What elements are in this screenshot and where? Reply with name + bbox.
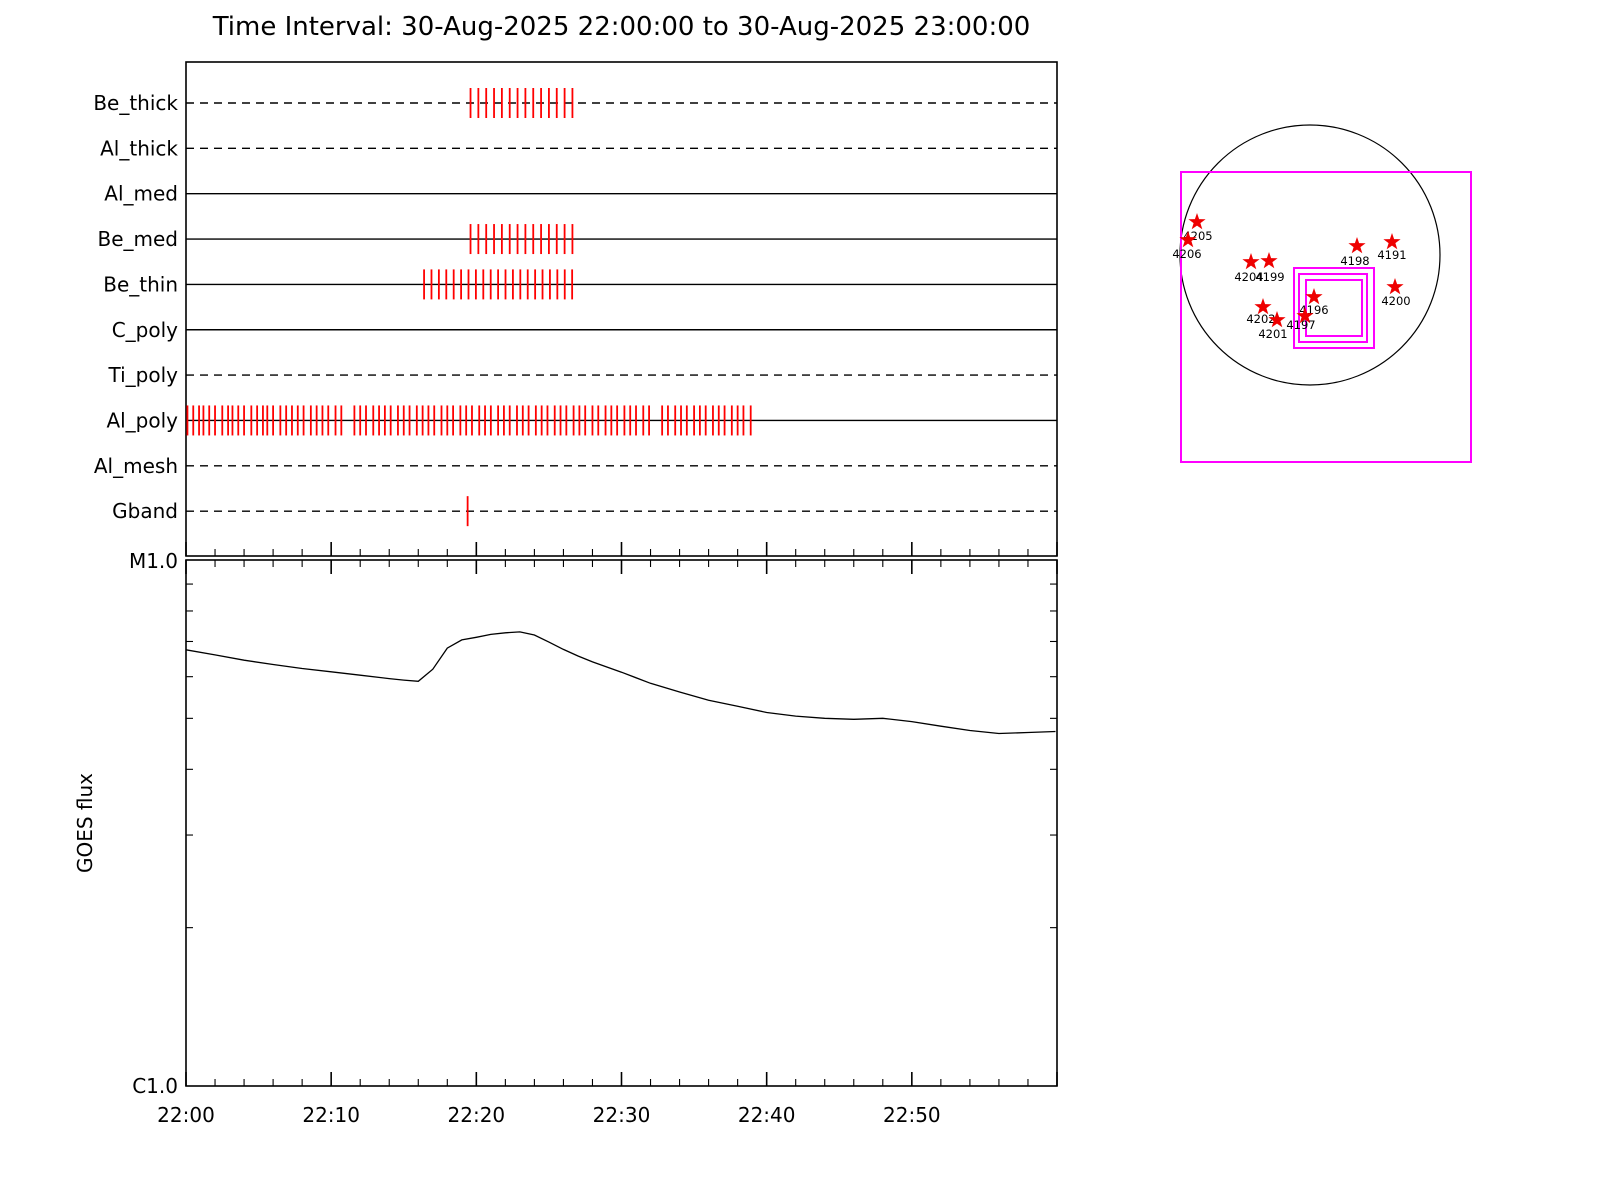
active-region-4200: 4200 <box>1381 278 1411 308</box>
active-region-label: 4204 <box>1234 270 1263 284</box>
active-region-star-icon <box>1386 278 1404 295</box>
channel-row-be_med: Be_med <box>97 224 1057 255</box>
active-region-star-icon <box>1179 231 1197 248</box>
channel-label: Be_med <box>97 227 178 251</box>
fov-rect-2 <box>1298 273 1368 343</box>
y-axis-top-label: M1.0 <box>129 549 178 573</box>
active-region-label: 4201 <box>1258 327 1287 341</box>
goes-panel-border <box>185 559 1058 1087</box>
channel-row-gband: Gband <box>112 496 1057 527</box>
active-region-star-icon <box>1383 233 1401 250</box>
active-region-4204: 4204 <box>1234 253 1264 284</box>
exposure-timeline-panel: Be_thick Al_thick Al_med Be_med Be_thin C_pol… <box>93 61 1058 557</box>
channel-row-al_poly: Al_poly <box>106 405 1057 436</box>
page-title: Time Interval: 30-Aug-2025 22:00:00 to 3… <box>212 12 1031 42</box>
active-region-4199: 4199 <box>1255 252 1285 284</box>
active-region-label: 4200 <box>1381 294 1410 308</box>
active-region-label: 4199 <box>1255 270 1284 284</box>
x-axis-tick-label: 22:40 <box>738 1103 796 1127</box>
x-axis-tick-label: 22:10 <box>302 1103 360 1127</box>
channel-label: Al_poly <box>106 408 178 432</box>
active-region-star-icon <box>1268 311 1286 328</box>
x-axis-tick-label: 22:20 <box>448 1103 506 1127</box>
x-axis-tick-label: 22:50 <box>883 1103 941 1127</box>
goes-flux-panel: M1.0 C1.0 GOES flux 22:00 22:10 22:20 22:30 22:… <box>73 549 1058 1127</box>
channel-row-ti_poly: Ti_poly <box>108 363 1057 387</box>
goes-flux-curve <box>185 631 1056 735</box>
channel-label: Be_thin <box>103 272 178 296</box>
x-axis-tick-label: 22:30 <box>593 1103 651 1127</box>
x-axis-tick-label: 22:00 <box>157 1103 215 1127</box>
active-region-4202: 4202 <box>1246 298 1276 326</box>
channel-row-be_thick: Be_thick <box>93 88 1057 118</box>
active-region-star-icon <box>1305 288 1323 305</box>
channel-label: Al_thick <box>100 136 178 160</box>
channel-label: Al_mesh <box>94 454 178 478</box>
channel-row-al_mesh: Al_mesh <box>94 454 1057 478</box>
active-region-label: 4206 <box>1172 247 1201 261</box>
channel-label: C_poly <box>112 318 178 342</box>
channel-row-c_poly: C_poly <box>112 318 1057 342</box>
timeline-panel-border <box>185 61 1058 557</box>
channel-label: Be_thick <box>93 91 178 115</box>
active-region-4197: 4197 <box>1286 307 1316 332</box>
channel-row-al_thick: Al_thick <box>100 136 1057 160</box>
active-region-star-icon <box>1348 237 1366 254</box>
active-region-star-icon <box>1260 252 1278 269</box>
y-axis-title: GOES flux <box>73 773 97 873</box>
channel-row-be_thin: Be_thin <box>103 269 1057 300</box>
channel-label: Gband <box>112 499 178 523</box>
timeline-x-axis-ticks <box>185 542 1058 556</box>
active-region-star-icon <box>1254 298 1272 315</box>
active-region-star-icon <box>1296 307 1314 324</box>
channel-row-al_med: Al_med <box>104 182 1057 206</box>
fov-rect-3 <box>1305 279 1363 337</box>
active-region-star-icon <box>1188 213 1206 230</box>
active-region-label: 4191 <box>1377 248 1406 262</box>
y-axis-bottom-label: C1.0 <box>132 1074 178 1098</box>
channel-label: Al_med <box>104 182 178 206</box>
active-region-label: 4198 <box>1340 254 1369 268</box>
active-region-label: 4197 <box>1286 318 1315 332</box>
active-region-4206: 4206 <box>1172 231 1202 261</box>
active-region-4198: 4198 <box>1340 237 1370 268</box>
channel-label: Ti_poly <box>108 363 179 387</box>
active-region-4201: 4201 <box>1258 311 1288 341</box>
active-region-star-icon <box>1242 253 1260 270</box>
fov-rect-0 <box>1180 171 1472 463</box>
active-region-label: 4202 <box>1246 312 1275 326</box>
fov-rect-1 <box>1293 267 1375 349</box>
active-region-4191: 4191 <box>1377 233 1407 262</box>
